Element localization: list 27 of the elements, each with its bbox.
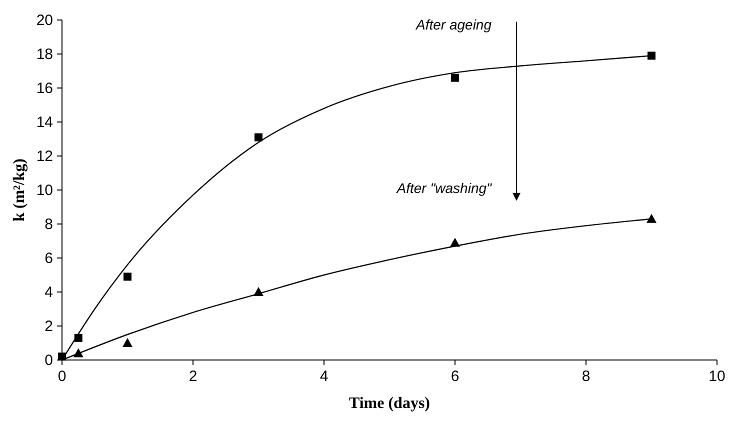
y-tick-label: 2: [44, 318, 53, 335]
point: [254, 133, 262, 142]
y-tick-label: 4: [44, 284, 53, 301]
legend-label: After "washing": [396, 180, 493, 196]
x-axis-title: Time (days): [348, 395, 430, 412]
point: [648, 52, 656, 60]
x-tick-label: 2: [188, 368, 198, 385]
x-tick-label: 8: [582, 368, 590, 385]
point: [124, 272, 132, 281]
y-tick-label: 18: [36, 46, 53, 63]
x-tick-label: 10: [708, 368, 726, 385]
x-tick-label: 0: [58, 368, 66, 385]
y-tick-label: 8: [44, 216, 53, 233]
point: [122, 338, 132, 347]
y-tick-label: 12: [36, 148, 53, 165]
point: [646, 214, 656, 223]
y-tick-label: 10: [36, 182, 53, 199]
y-tick-label: 14: [36, 114, 53, 131]
point: [451, 74, 459, 82]
x-tick-label: 4: [320, 368, 328, 385]
x-tick-label: 6: [450, 368, 460, 385]
text: After ageing: [415, 16, 492, 33]
y-axis-title: k (m²/kg): [11, 158, 28, 222]
y-tick-label: 0: [44, 352, 53, 369]
y-tick-label: 6: [44, 250, 53, 267]
y-tick-label: 20: [36, 12, 53, 29]
y-tick-label: 16: [36, 80, 53, 97]
